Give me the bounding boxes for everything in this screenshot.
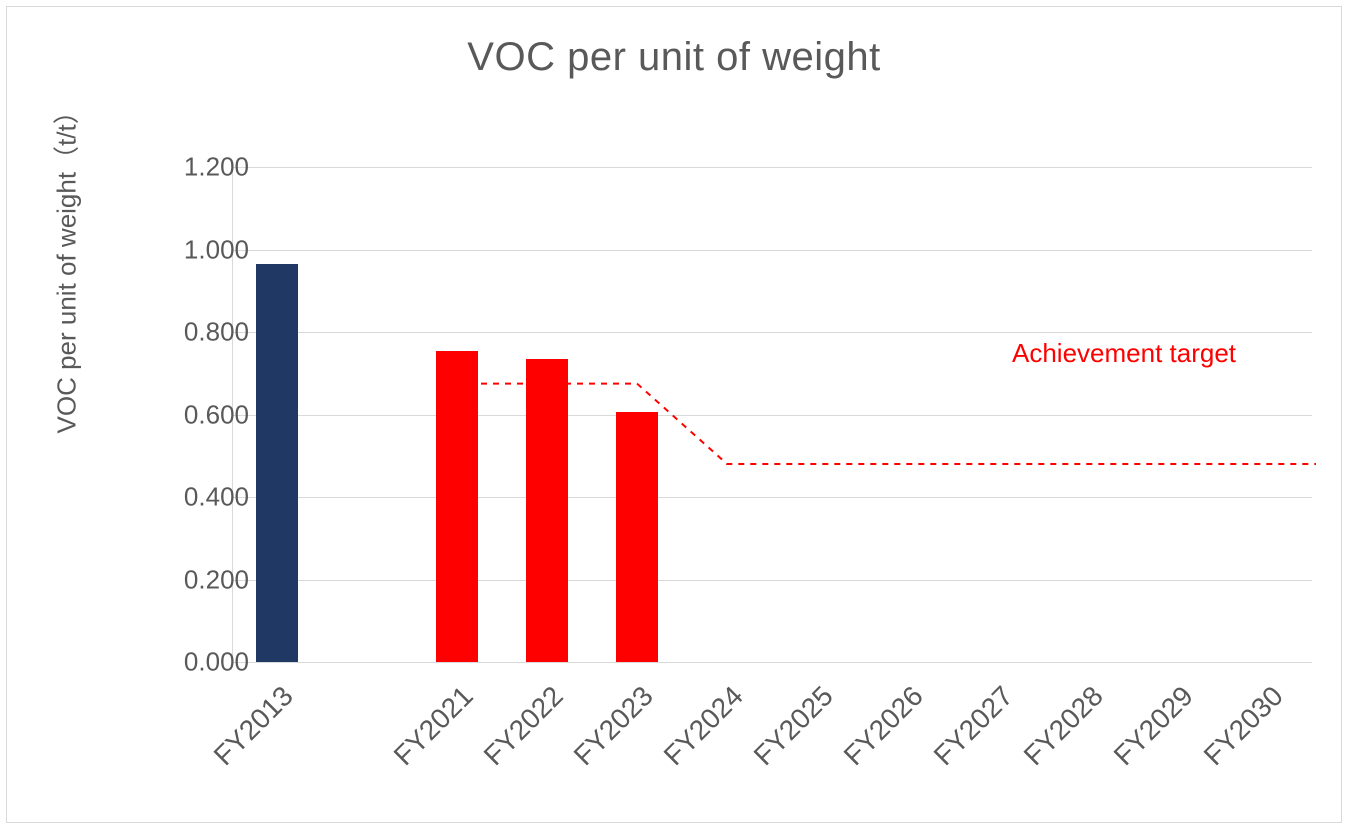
x-tick-label: FY2027 (928, 680, 1020, 772)
target-line-label: Achievement target (1012, 338, 1236, 369)
x-tick-label: FY2024 (658, 680, 750, 772)
x-tick-label: FY2013 (208, 680, 300, 772)
x-tick-label: FY2026 (838, 680, 930, 772)
y-tick-label: 0.200 (149, 564, 249, 595)
y-tick-label: 0.400 (149, 482, 249, 513)
x-tick-label: FY2022 (478, 680, 570, 772)
y-tick-label: 0.000 (149, 647, 249, 678)
plot-area (232, 167, 1312, 662)
x-tick-label: FY2030 (1198, 680, 1290, 772)
chart-container: VOC per unit of weight VOC per unit of w… (6, 6, 1342, 823)
x-tick-label: FY2021 (388, 680, 480, 772)
gridline (232, 662, 1312, 663)
x-tick-label: FY2023 (568, 680, 660, 772)
y-tick-label: 1.000 (149, 234, 249, 265)
chart-title: VOC per unit of weight (7, 35, 1341, 80)
y-tick-label: 0.800 (149, 317, 249, 348)
y-axis-title: VOC per unit of weight（t/t） (47, 98, 84, 433)
x-tick-label: FY2028 (1018, 680, 1110, 772)
y-tick-label: 0.600 (149, 399, 249, 430)
target-line (232, 167, 1312, 662)
x-tick-label: FY2025 (748, 680, 840, 772)
y-tick-label: 1.200 (149, 152, 249, 183)
x-tick-label: FY2029 (1108, 680, 1200, 772)
